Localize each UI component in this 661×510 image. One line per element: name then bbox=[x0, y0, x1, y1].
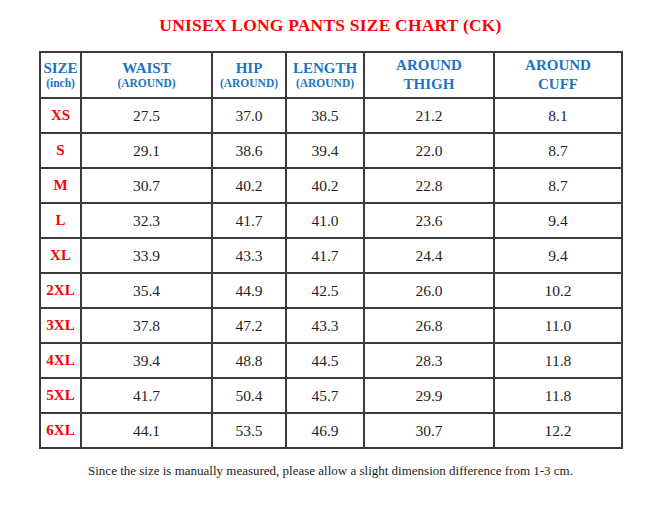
col-header-length: LENGTH (AROUND) bbox=[286, 52, 364, 98]
cuff-value: 8.7 bbox=[494, 168, 622, 203]
size-table: SIZE (inch) WAIST (AROUND) HIP (AROUND) … bbox=[39, 51, 623, 449]
length-value: 44.5 bbox=[286, 343, 364, 378]
hip-value: 43.3 bbox=[212, 238, 286, 273]
length-value: 45.7 bbox=[286, 378, 364, 413]
thigh-value: 24.4 bbox=[364, 238, 494, 273]
col-header-cuff-label: AROUND bbox=[495, 56, 621, 75]
waist-value: 35.4 bbox=[81, 273, 212, 308]
size-label: 2XL bbox=[40, 273, 81, 308]
col-header-size-sub: (inch) bbox=[41, 77, 80, 91]
hip-value: 48.8 bbox=[212, 343, 286, 378]
length-value: 40.2 bbox=[286, 168, 364, 203]
length-value: 46.9 bbox=[286, 413, 364, 448]
col-header-size-label: SIZE bbox=[41, 59, 80, 78]
thigh-value: 23.6 bbox=[364, 203, 494, 238]
cuff-value: 10.2 bbox=[494, 273, 622, 308]
col-header-thigh-label: AROUND bbox=[365, 56, 493, 75]
cuff-value: 9.4 bbox=[494, 238, 622, 273]
length-value: 43.3 bbox=[286, 308, 364, 343]
thigh-value: 26.0 bbox=[364, 273, 494, 308]
table-row-3xl: 3XL 37.8 47.2 43.3 26.8 11.0 bbox=[40, 308, 622, 343]
footer-note: Since the size is manually measured, ple… bbox=[0, 449, 661, 479]
size-label: S bbox=[40, 133, 81, 168]
size-label: 3XL bbox=[40, 308, 81, 343]
size-label: 6XL bbox=[40, 413, 81, 448]
cuff-value: 11.8 bbox=[494, 343, 622, 378]
thigh-value: 28.3 bbox=[364, 343, 494, 378]
table-row-6xl: 6XL 44.1 53.5 46.9 30.7 12.2 bbox=[40, 413, 622, 448]
hip-value: 50.4 bbox=[212, 378, 286, 413]
length-value: 41.7 bbox=[286, 238, 364, 273]
col-header-cuff-sub: CUFF bbox=[495, 75, 621, 94]
hip-value: 37.0 bbox=[212, 98, 286, 133]
hip-value: 40.2 bbox=[212, 168, 286, 203]
table-row-4xl: 4XL 39.4 48.8 44.5 28.3 11.8 bbox=[40, 343, 622, 378]
col-header-length-label: LENGTH bbox=[287, 59, 363, 78]
cuff-value: 9.4 bbox=[494, 203, 622, 238]
waist-value: 39.4 bbox=[81, 343, 212, 378]
size-label: XL bbox=[40, 238, 81, 273]
hip-value: 44.9 bbox=[212, 273, 286, 308]
size-label: XS bbox=[40, 98, 81, 133]
thigh-value: 22.8 bbox=[364, 168, 494, 203]
table-row-5xl: 5XL 41.7 50.4 45.7 29.9 11.8 bbox=[40, 378, 622, 413]
col-header-thigh-sub: THIGH bbox=[365, 75, 493, 94]
waist-value: 44.1 bbox=[81, 413, 212, 448]
page-title: UNISEX LONG PANTS SIZE CHART (CK) bbox=[0, 0, 661, 36]
cuff-value: 8.7 bbox=[494, 133, 622, 168]
size-label: 4XL bbox=[40, 343, 81, 378]
length-value: 39.4 bbox=[286, 133, 364, 168]
waist-value: 33.9 bbox=[81, 238, 212, 273]
thigh-value: 22.0 bbox=[364, 133, 494, 168]
thigh-value: 21.2 bbox=[364, 98, 494, 133]
size-label: L bbox=[40, 203, 81, 238]
waist-value: 30.7 bbox=[81, 168, 212, 203]
table-row-m: M 30.7 40.2 40.2 22.8 8.7 bbox=[40, 168, 622, 203]
size-label: 5XL bbox=[40, 378, 81, 413]
waist-value: 29.1 bbox=[81, 133, 212, 168]
table-row-s: S 29.1 38.6 39.4 22.0 8.7 bbox=[40, 133, 622, 168]
length-value: 38.5 bbox=[286, 98, 364, 133]
col-header-waist: WAIST (AROUND) bbox=[81, 52, 212, 98]
hip-value: 41.7 bbox=[212, 203, 286, 238]
col-header-waist-label: WAIST bbox=[82, 59, 211, 78]
col-header-hip: HIP (AROUND) bbox=[212, 52, 286, 98]
hip-value: 53.5 bbox=[212, 413, 286, 448]
table-row-2xl: 2XL 35.4 44.9 42.5 26.0 10.2 bbox=[40, 273, 622, 308]
cuff-value: 11.0 bbox=[494, 308, 622, 343]
hip-value: 38.6 bbox=[212, 133, 286, 168]
thigh-value: 30.7 bbox=[364, 413, 494, 448]
table-row-xl: XL 33.9 43.3 41.7 24.4 9.4 bbox=[40, 238, 622, 273]
header-row: SIZE (inch) WAIST (AROUND) HIP (AROUND) … bbox=[40, 52, 622, 98]
col-header-around-thigh: AROUND THIGH bbox=[364, 52, 494, 98]
col-header-waist-sub: (AROUND) bbox=[82, 77, 211, 91]
col-header-hip-label: HIP bbox=[213, 59, 285, 78]
thigh-value: 26.8 bbox=[364, 308, 494, 343]
hip-value: 47.2 bbox=[212, 308, 286, 343]
cuff-value: 8.1 bbox=[494, 98, 622, 133]
col-header-around-cuff: AROUND CUFF bbox=[494, 52, 622, 98]
length-value: 41.0 bbox=[286, 203, 364, 238]
size-chart-page: UNISEX LONG PANTS SIZE CHART (CK) SIZE (… bbox=[0, 0, 661, 510]
col-header-length-sub: (AROUND) bbox=[287, 77, 363, 91]
waist-value: 32.3 bbox=[81, 203, 212, 238]
waist-value: 37.8 bbox=[81, 308, 212, 343]
waist-value: 41.7 bbox=[81, 378, 212, 413]
thigh-value: 29.9 bbox=[364, 378, 494, 413]
cuff-value: 11.8 bbox=[494, 378, 622, 413]
length-value: 42.5 bbox=[286, 273, 364, 308]
cuff-value: 12.2 bbox=[494, 413, 622, 448]
col-header-size: SIZE (inch) bbox=[40, 52, 81, 98]
size-label: M bbox=[40, 168, 81, 203]
waist-value: 27.5 bbox=[81, 98, 212, 133]
table-row-xs: XS 27.5 37.0 38.5 21.2 8.1 bbox=[40, 98, 622, 133]
table-row-l: L 32.3 41.7 41.0 23.6 9.4 bbox=[40, 203, 622, 238]
col-header-hip-sub: (AROUND) bbox=[213, 77, 285, 91]
